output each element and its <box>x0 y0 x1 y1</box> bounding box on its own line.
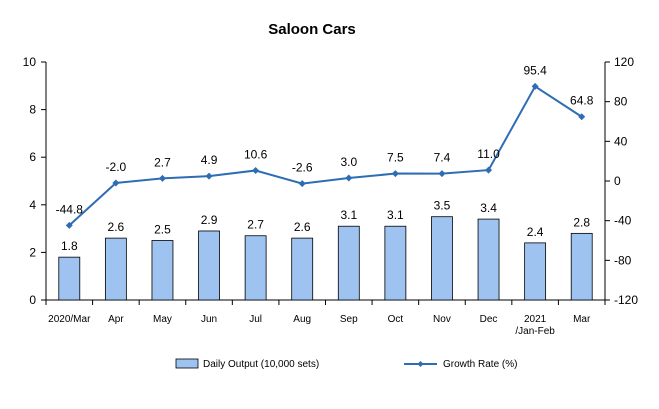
bar-value-label: 1.8 <box>61 239 78 253</box>
bar-value-label: 2.7 <box>247 218 264 232</box>
legend-bar-label: Daily Output (10,000 sets) <box>203 359 319 370</box>
line-point <box>298 180 306 188</box>
line-point <box>252 166 260 174</box>
y-left-tick-label: 10 <box>23 55 37 69</box>
line-point <box>205 172 213 180</box>
axes: 0 2 4 6 8 10 -120 -80 -40 0 40 80 120 <box>23 55 639 307</box>
y-left-tick-label: 4 <box>29 198 36 212</box>
bar <box>104 237 127 301</box>
chart-title: Saloon Cars <box>268 21 356 38</box>
line-value-label: 64.8 <box>570 94 594 108</box>
y-left-tick-label: 8 <box>29 103 36 117</box>
line-value-label: 2.7 <box>154 155 171 169</box>
line-value-label: -2.6 <box>292 161 313 175</box>
bar <box>58 256 81 301</box>
bar <box>244 235 267 301</box>
line-point <box>158 174 166 182</box>
bar-value-label: 3.1 <box>340 208 357 222</box>
line-value-label: 95.4 <box>523 63 547 77</box>
bar-value-label: 3.5 <box>434 199 451 213</box>
y-left-tick-label: 0 <box>29 293 36 307</box>
line-value-label: -44.8 <box>56 202 84 216</box>
legend-bar-swatch <box>175 358 199 369</box>
line-point <box>391 170 399 178</box>
line-point <box>345 174 353 182</box>
legend: Daily Output (10,000 sets) Growth Rate (… <box>175 358 517 370</box>
y-right-tick-label: -80 <box>614 253 632 267</box>
line-value-label: 11.0 <box>477 147 500 161</box>
line-series: -44.8 -2.0 2.7 4.9 10.6 -2.6 3.0 7.5 7.4 11.0 95.4… <box>56 63 594 229</box>
y-right-tick-label: 0 <box>614 174 621 188</box>
line-point <box>438 170 446 178</box>
line-value-label: 3.0 <box>340 155 357 169</box>
x-category-label: Oct <box>388 314 404 325</box>
legend-line-marker <box>417 361 424 367</box>
bar <box>337 225 360 301</box>
line-value-label: 7.5 <box>387 151 404 165</box>
y-right-tick-label: 40 <box>614 134 628 148</box>
bar-value-label: 2.4 <box>527 225 544 239</box>
x-category-label: Nov <box>433 314 451 325</box>
y-right-tick-label: -40 <box>614 214 632 228</box>
bar-value-label: 2.9 <box>201 213 218 227</box>
bar-value-label: 2.8 <box>573 215 590 229</box>
bar <box>198 230 220 301</box>
line-value-label: 4.9 <box>201 153 218 167</box>
x-category-label: 2020/Mar <box>48 314 91 325</box>
bar-value-label: 2.6 <box>108 220 125 234</box>
x-category-label: Sep <box>340 314 358 325</box>
line-point <box>112 179 120 187</box>
x-category-label: Dec <box>480 314 498 325</box>
line-value-label: 7.4 <box>434 151 451 165</box>
x-category-label: Mar <box>573 314 591 325</box>
legend-line-label: Growth Rate (%) <box>443 359 517 370</box>
y-right-tick-label: 80 <box>614 95 628 109</box>
bar <box>151 240 174 301</box>
line-point <box>531 82 539 90</box>
bar-value-label: 2.6 <box>294 220 311 234</box>
bar <box>477 218 500 301</box>
x-category-label: Jul <box>249 314 262 325</box>
bar-value-label: 3.4 <box>480 201 497 215</box>
bar-value-label: 3.1 <box>387 208 404 222</box>
bar-series: 1.8 2.6 2.5 2.9 2.7 2.6 3.1 3.1 3.5 3.4 2.4 2.8 <box>58 199 593 301</box>
x-category-label: 2021/Jan-Feb <box>515 314 555 337</box>
bar <box>570 232 593 301</box>
growth-rate-line <box>68 84 583 227</box>
line-value-label: 10.6 <box>244 147 268 161</box>
bar-value-label: 2.5 <box>154 223 171 237</box>
x-category-label: Aug <box>293 314 311 325</box>
bar <box>384 225 407 301</box>
line-value-label: -2.0 <box>106 160 127 174</box>
x-category-label: May <box>153 314 172 325</box>
y-left-tick-label: 2 <box>29 245 36 259</box>
y-right-tick-label: 120 <box>614 55 634 69</box>
bar <box>431 216 453 301</box>
bar <box>291 237 314 301</box>
y-right-tick-label: -120 <box>614 293 638 307</box>
x-category-label: Jun <box>201 314 217 325</box>
line-point <box>485 166 493 174</box>
y-left-tick-label: 6 <box>29 150 36 164</box>
x-axis-labels: 2020/Mar Apr May Jun Jul Aug Sep Oct Nov Dec 2021/… <box>48 314 591 337</box>
line-point <box>578 113 586 121</box>
line-point <box>65 221 73 229</box>
x-category-label: Apr <box>108 314 124 325</box>
bar <box>524 242 547 301</box>
